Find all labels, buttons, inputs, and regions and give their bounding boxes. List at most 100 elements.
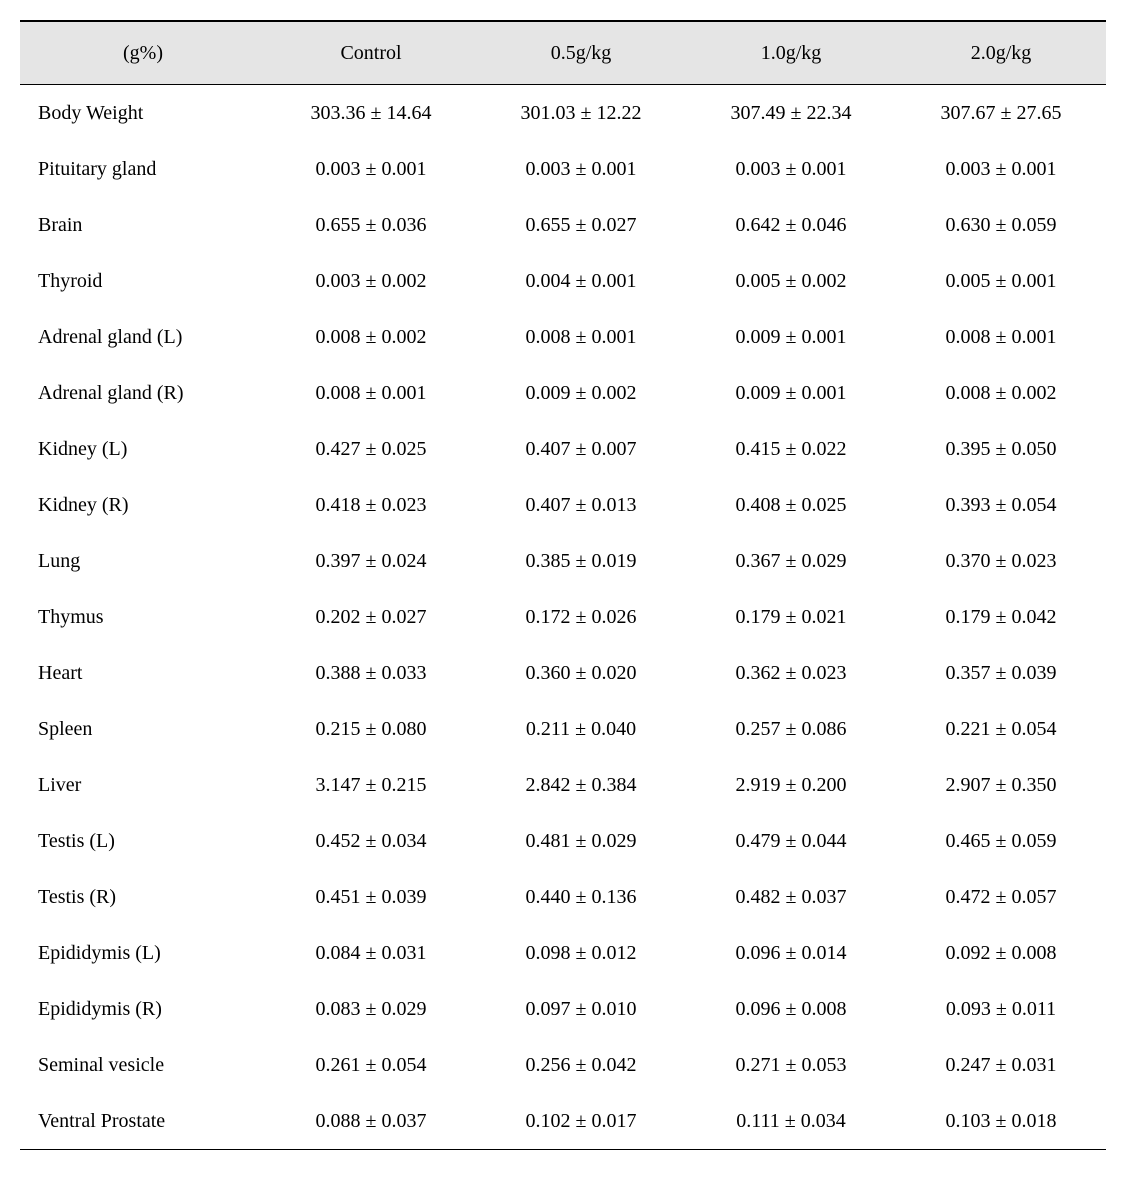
cell-value: 0.655 ± 0.027 xyxy=(476,197,686,253)
cell-value: 0.256 ± 0.042 xyxy=(476,1037,686,1093)
table-row: Adrenal gland (L)0.008 ± 0.0020.008 ± 0.… xyxy=(20,309,1106,365)
cell-value: 0.642 ± 0.046 xyxy=(686,197,896,253)
row-label: Pituitary gland xyxy=(20,141,266,197)
cell-value: 0.008 ± 0.001 xyxy=(476,309,686,365)
table-row: Pituitary gland0.003 ± 0.0010.003 ± 0.00… xyxy=(20,141,1106,197)
row-label: Lung xyxy=(20,533,266,589)
row-label: Kidney (R) xyxy=(20,477,266,533)
table-row: Testis (L)0.452 ± 0.0340.481 ± 0.0290.47… xyxy=(20,813,1106,869)
cell-value: 0.630 ± 0.059 xyxy=(896,197,1106,253)
cell-value: 0.008 ± 0.002 xyxy=(896,365,1106,421)
cell-value: 0.003 ± 0.001 xyxy=(476,141,686,197)
cell-value: 0.003 ± 0.002 xyxy=(266,253,476,309)
cell-value: 0.655 ± 0.036 xyxy=(266,197,476,253)
row-label: Thymus xyxy=(20,589,266,645)
cell-value: 0.465 ± 0.059 xyxy=(896,813,1106,869)
col-header-dose-05: 0.5g/kg xyxy=(476,21,686,85)
cell-value: 0.096 ± 0.008 xyxy=(686,981,896,1037)
cell-value: 0.408 ± 0.025 xyxy=(686,477,896,533)
table-row: Epididymis (L)0.084 ± 0.0310.098 ± 0.012… xyxy=(20,925,1106,981)
table-row: Testis (R)0.451 ± 0.0390.440 ± 0.1360.48… xyxy=(20,869,1106,925)
row-label: Testis (R) xyxy=(20,869,266,925)
cell-value: 0.481 ± 0.029 xyxy=(476,813,686,869)
row-label: Body Weight xyxy=(20,85,266,142)
table-row: Body Weight303.36 ± 14.64301.03 ± 12.223… xyxy=(20,85,1106,142)
cell-value: 0.004 ± 0.001 xyxy=(476,253,686,309)
cell-value: 0.211 ± 0.040 xyxy=(476,701,686,757)
table-row: Lung0.397 ± 0.0240.385 ± 0.0190.367 ± 0.… xyxy=(20,533,1106,589)
cell-value: 303.36 ± 14.64 xyxy=(266,85,476,142)
cell-value: 0.005 ± 0.001 xyxy=(896,253,1106,309)
table-header: (g%) Control 0.5g/kg 1.0g/kg 2.0g/kg xyxy=(20,21,1106,85)
cell-value: 0.008 ± 0.002 xyxy=(266,309,476,365)
cell-value: 0.215 ± 0.080 xyxy=(266,701,476,757)
row-label: Epididymis (R) xyxy=(20,981,266,1037)
cell-value: 0.407 ± 0.007 xyxy=(476,421,686,477)
cell-value: 0.440 ± 0.136 xyxy=(476,869,686,925)
row-label: Adrenal gland (L) xyxy=(20,309,266,365)
table-row: Kidney (R)0.418 ± 0.0230.407 ± 0.0130.40… xyxy=(20,477,1106,533)
row-label: Testis (L) xyxy=(20,813,266,869)
cell-value: 0.367 ± 0.029 xyxy=(686,533,896,589)
cell-value: 0.202 ± 0.027 xyxy=(266,589,476,645)
cell-value: 0.360 ± 0.020 xyxy=(476,645,686,701)
cell-value: 0.097 ± 0.010 xyxy=(476,981,686,1037)
table-row: Seminal vesicle0.261 ± 0.0540.256 ± 0.04… xyxy=(20,1037,1106,1093)
cell-value: 0.092 ± 0.008 xyxy=(896,925,1106,981)
cell-value: 0.482 ± 0.037 xyxy=(686,869,896,925)
cell-value: 0.009 ± 0.001 xyxy=(686,365,896,421)
cell-value: 0.098 ± 0.012 xyxy=(476,925,686,981)
table-body: Body Weight303.36 ± 14.64301.03 ± 12.223… xyxy=(20,85,1106,1150)
cell-value: 0.221 ± 0.054 xyxy=(896,701,1106,757)
table-row: Heart0.388 ± 0.0330.360 ± 0.0200.362 ± 0… xyxy=(20,645,1106,701)
row-label: Brain xyxy=(20,197,266,253)
cell-value: 0.005 ± 0.002 xyxy=(686,253,896,309)
cell-value: 0.393 ± 0.054 xyxy=(896,477,1106,533)
cell-value: 0.388 ± 0.033 xyxy=(266,645,476,701)
cell-value: 0.452 ± 0.034 xyxy=(266,813,476,869)
row-label: Spleen xyxy=(20,701,266,757)
cell-value: 0.084 ± 0.031 xyxy=(266,925,476,981)
cell-value: 2.842 ± 0.384 xyxy=(476,757,686,813)
cell-value: 0.418 ± 0.023 xyxy=(266,477,476,533)
cell-value: 0.111 ± 0.034 xyxy=(686,1093,896,1150)
row-label: Ventral Prostate xyxy=(20,1093,266,1150)
table-row: Brain0.655 ± 0.0360.655 ± 0.0270.642 ± 0… xyxy=(20,197,1106,253)
cell-value: 0.008 ± 0.001 xyxy=(896,309,1106,365)
cell-value: 0.479 ± 0.044 xyxy=(686,813,896,869)
cell-value: 0.385 ± 0.019 xyxy=(476,533,686,589)
cell-value: 3.147 ± 0.215 xyxy=(266,757,476,813)
cell-value: 2.907 ± 0.350 xyxy=(896,757,1106,813)
col-header-dose-20: 2.0g/kg xyxy=(896,21,1106,85)
organ-weight-table: (g%) Control 0.5g/kg 1.0g/kg 2.0g/kg Bod… xyxy=(20,20,1106,1150)
cell-value: 2.919 ± 0.200 xyxy=(686,757,896,813)
cell-value: 0.395 ± 0.050 xyxy=(896,421,1106,477)
cell-value: 0.271 ± 0.053 xyxy=(686,1037,896,1093)
col-header-unit: (g%) xyxy=(20,21,266,85)
col-header-dose-10: 1.0g/kg xyxy=(686,21,896,85)
cell-value: 0.261 ± 0.054 xyxy=(266,1037,476,1093)
table-row: Spleen0.215 ± 0.0800.211 ± 0.0400.257 ± … xyxy=(20,701,1106,757)
table-row: Thymus0.202 ± 0.0270.172 ± 0.0260.179 ± … xyxy=(20,589,1106,645)
cell-value: 0.083 ± 0.029 xyxy=(266,981,476,1037)
table-row: Adrenal gland (R)0.008 ± 0.0010.009 ± 0.… xyxy=(20,365,1106,421)
row-label: Liver xyxy=(20,757,266,813)
table-row: Epididymis (R)0.083 ± 0.0290.097 ± 0.010… xyxy=(20,981,1106,1037)
cell-value: 0.103 ± 0.018 xyxy=(896,1093,1106,1150)
row-label: Thyroid xyxy=(20,253,266,309)
cell-value: 0.357 ± 0.039 xyxy=(896,645,1106,701)
cell-value: 0.088 ± 0.037 xyxy=(266,1093,476,1150)
cell-value: 0.247 ± 0.031 xyxy=(896,1037,1106,1093)
col-header-control: Control xyxy=(266,21,476,85)
cell-value: 0.009 ± 0.001 xyxy=(686,309,896,365)
cell-value: 0.009 ± 0.002 xyxy=(476,365,686,421)
row-label: Kidney (L) xyxy=(20,421,266,477)
cell-value: 0.451 ± 0.039 xyxy=(266,869,476,925)
cell-value: 0.397 ± 0.024 xyxy=(266,533,476,589)
cell-value: 0.172 ± 0.026 xyxy=(476,589,686,645)
cell-value: 0.003 ± 0.001 xyxy=(896,141,1106,197)
cell-value: 0.003 ± 0.001 xyxy=(686,141,896,197)
row-label: Heart xyxy=(20,645,266,701)
row-label: Epididymis (L) xyxy=(20,925,266,981)
cell-value: 0.472 ± 0.057 xyxy=(896,869,1106,925)
